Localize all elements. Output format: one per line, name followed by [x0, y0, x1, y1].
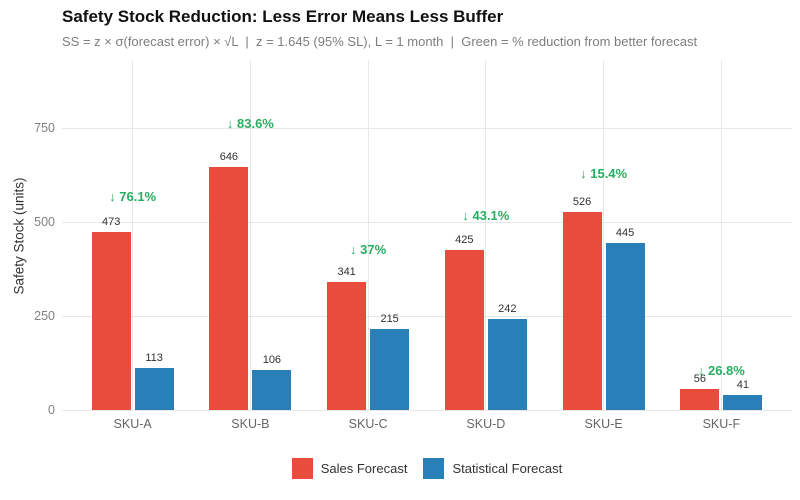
legend-swatch-sales-forecast — [291, 458, 313, 479]
legend: Sales Forecast Statistical Forecast — [62, 458, 792, 479]
reduction-annotation: ↓ 26.8% — [697, 362, 745, 378]
bar-value-label: 242 — [498, 303, 517, 315]
bar-value-label: 473 — [101, 216, 121, 229]
bar-value-label: 425 — [455, 234, 474, 247]
gridline-h — [62, 409, 792, 411]
x-tick-label: SKU-D — [466, 417, 506, 431]
bar-value-label: 56 — [693, 372, 706, 385]
y-tick-label: 500 — [34, 215, 55, 229]
bar-value-label: 646 — [219, 151, 239, 164]
gridline-v — [132, 60, 134, 410]
bar-value-label: 445 — [615, 226, 635, 239]
reduction-annotation: ↓ 37% — [350, 241, 387, 257]
bar-statistical-forecast — [134, 367, 174, 410]
bar-value-label: 41 — [736, 378, 749, 391]
bar-sales-forecast — [327, 281, 367, 410]
bar-sales-forecast — [444, 250, 484, 410]
chart-title: Safety Stock Reduction: Less Error Means… — [62, 7, 504, 26]
bar-statistical-forecast — [605, 242, 645, 410]
bar-statistical-forecast — [723, 394, 763, 410]
gridline-v — [720, 60, 722, 410]
gridline-h — [62, 315, 792, 317]
gridline-v — [249, 60, 251, 410]
gridline-h — [62, 127, 792, 129]
legend-label-statistical-forecast: Statistical Forecast — [452, 461, 563, 476]
legend-item-sales-forecast: Sales Forecast — [291, 458, 408, 479]
legend-swatch-statistical-forecast — [423, 458, 445, 479]
x-tick-label: SKU-B — [231, 417, 270, 431]
bar-value-label: 526 — [572, 196, 592, 209]
bar-statistical-forecast — [370, 329, 410, 410]
reduction-annotation: ↓ 76.1% — [109, 189, 157, 205]
bar-sales-forecast — [91, 232, 131, 410]
gridline-h — [62, 221, 792, 223]
bar-statistical-forecast — [252, 370, 292, 410]
bar-sales-forecast — [209, 167, 249, 410]
bar-sales-forecast — [562, 212, 602, 410]
reduction-annotation: ↓ 43.1% — [462, 207, 510, 223]
reduction-annotation: ↓ 83.6% — [226, 115, 274, 131]
x-tick-label: SKU-C — [348, 417, 388, 431]
bar-statistical-forecast — [487, 319, 527, 410]
y-tick-label: 250 — [34, 309, 55, 323]
y-tick-label: 750 — [34, 121, 55, 135]
x-tick-label: SKU-A — [113, 417, 152, 431]
x-tick-label: SKU-E — [584, 417, 623, 431]
chart-subtitle: SS = z × σ(forecast error) × √L | z = 1.… — [62, 34, 698, 49]
bar-value-label: 106 — [262, 354, 282, 367]
legend-item-statistical-forecast: Statistical Forecast — [423, 458, 562, 479]
bar-value-label: 215 — [380, 313, 399, 326]
y-tick-label: 0 — [48, 403, 55, 417]
gridline-v — [367, 60, 369, 410]
reduction-annotation: ↓ 15.4% — [580, 165, 628, 181]
gridline-v — [603, 60, 605, 410]
bar-value-label: 341 — [337, 265, 356, 278]
gridline-v — [485, 60, 487, 410]
legend-label-sales-forecast: Sales Forecast — [320, 461, 408, 476]
x-tick-label: SKU-F — [702, 417, 741, 431]
bar-value-label: 113 — [145, 351, 163, 364]
bar-sales-forecast — [680, 388, 720, 410]
